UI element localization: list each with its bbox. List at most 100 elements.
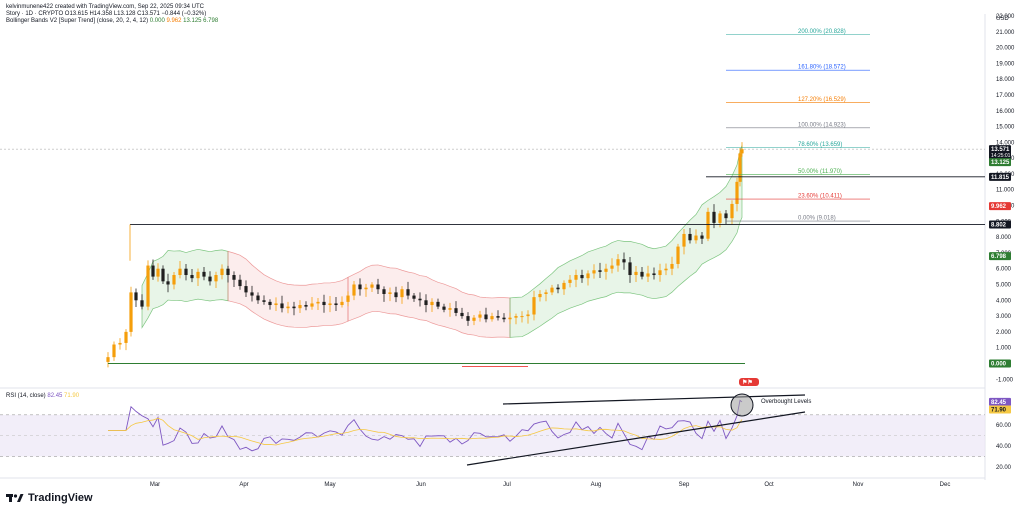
candle-body [238,279,242,287]
candle-body [418,298,422,301]
candle-body [496,316,500,318]
fib-level-label: 23.60% (10.411) [798,194,842,200]
rsi-upper-trendline [502,394,806,405]
price-badge-label: 13.125 [991,160,1010,166]
candle-body [304,305,308,307]
rsi-badge [989,397,1011,406]
price-badge [989,158,1011,167]
candle-body [448,308,452,310]
candle-body [586,273,590,279]
candle-body [616,259,620,266]
rsi-tick-label: 40.00 [996,444,1012,450]
candle-body [460,312,464,317]
candle-body [592,270,596,274]
candle-body [118,342,122,345]
candle-body [550,287,554,293]
time-tick-label: Apr [239,482,248,488]
candle-body [520,316,524,318]
candle-body [688,233,692,241]
price-tick-label: 21.000 [996,30,1015,36]
symbol-line[interactable]: Story · 1D · CRYPTO O13.615 H14.358 L13.… [6,11,207,17]
candle-body [430,301,434,306]
candle-body [322,301,326,306]
candle-body [568,279,572,283]
candle-body [244,286,248,293]
rsi-badge-label: 82.45 [991,400,1007,406]
candle-body [526,314,530,317]
candle-body [352,284,356,296]
candle-body [250,292,254,296]
price-tick-label: 20.000 [996,46,1015,52]
candle-body [340,301,344,306]
indicator-legend[interactable]: Bollinger Bands V2 [Super Trend] (close,… [6,18,218,24]
candle-body [454,308,458,313]
candle-body [466,316,470,321]
candle-body [718,213,722,223]
candle-body [328,303,332,306]
candle-body [298,305,302,309]
candle-body [556,287,560,290]
fib-level-label: 50.00% (11.970) [798,169,842,175]
rsi-legend[interactable]: RSI (14, close) 82.45 71.90 [6,393,79,399]
candle-body [610,265,614,269]
time-tick-label: Dec [940,482,951,488]
candle-body [412,295,416,299]
candle-body [490,316,494,320]
fib-level-label: 200.00% (20.828) [798,29,846,35]
price-tick-label: 15.000 [996,125,1015,131]
event-marker-label: ⚑⚑ [742,379,753,386]
time-tick-label: Aug [591,482,602,488]
candle-body [334,303,338,306]
candle-body [161,268,165,282]
candle-body [502,317,506,320]
event-marker [739,378,759,386]
candle-body [724,213,728,219]
candle-body [346,295,350,302]
candle-body [622,259,626,263]
price-badge-sub: 14:25:01 [991,153,1011,159]
price-tick-label: 16.000 [996,109,1015,115]
indicator-value-1: 0.000 [149,18,165,24]
rsi-value: 82.45 [47,393,63,399]
currency-label: USD [996,16,1009,22]
candle-body [286,306,290,309]
candle-body [598,270,602,272]
candle-body [292,306,296,309]
price-tick-label: 19.000 [996,61,1015,67]
candle-body [508,317,512,320]
rsi-name: RSI (14, close) [6,393,46,399]
candle-body [262,300,266,302]
candle-body [358,284,362,290]
price-badge-label: 0.000 [991,361,1007,367]
rsi-badge-label: 71.90 [991,407,1007,413]
bollinger-band-fill [141,248,229,329]
candle-body [442,306,446,310]
time-tick-label: Mar [150,482,160,488]
candle-body [664,268,668,271]
price-tick-label: 11.000 [996,188,1015,194]
tradingview-logo-icon [6,494,24,502]
candle-body [580,275,584,279]
candle-body [424,300,428,306]
tradingview-logo[interactable]: TradingView [6,492,93,504]
candle-body [268,301,272,306]
candle-body [280,303,284,309]
price-badge [989,252,1011,261]
price-badge-label: 11.815 [991,175,1010,181]
candle-body [670,263,674,269]
candle-body [166,281,170,285]
candle-body [310,303,314,307]
rsi-tick-label: 60.00 [996,423,1012,429]
candle-body [232,275,236,280]
indicator-value-2: 9.962 [166,18,182,24]
candle-body [682,233,686,247]
candle-body [652,273,656,276]
candle-body [316,301,320,304]
candle-body [129,292,133,332]
rsi-ma-value: 71.90 [64,393,80,399]
price-tick-label: 4.000 [996,298,1012,304]
price-tick-label: 22.000 [996,14,1015,20]
candle-body [735,181,739,204]
candle-body [628,262,632,276]
